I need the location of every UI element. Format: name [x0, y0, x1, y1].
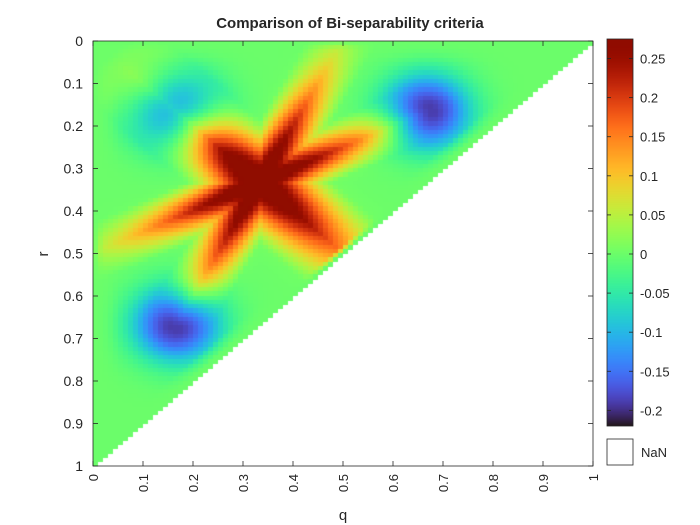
colorbar-tick-label: 0	[640, 247, 647, 262]
colorbar-tick-label: 0.1	[640, 169, 658, 184]
x-tick-label: 1	[586, 474, 601, 481]
x-tick-label: 0.6	[386, 474, 401, 492]
y-tick-label: 0.5	[64, 246, 84, 262]
heatmap-image	[93, 41, 593, 466]
y-tick-label: 0	[75, 33, 83, 49]
y-tick-label: 0.6	[64, 288, 84, 304]
colorbar-tick-label: -0.2	[640, 403, 662, 418]
colorbar-tick-label: 0.25	[640, 52, 665, 67]
colorbar-tick-label: -0.15	[640, 364, 670, 379]
y-axis-label: r	[35, 252, 52, 257]
colorbar-tick-label: 0.05	[640, 208, 665, 223]
x-tick-label: 0.9	[536, 474, 551, 492]
x-tick-label: 0.3	[236, 474, 251, 492]
colorbar-tick-label: -0.05	[640, 286, 670, 301]
chart-title: Comparison of Bi-separability criteria	[216, 15, 484, 32]
x-tick-label: 0	[86, 474, 101, 481]
plot-area-frame	[92, 40, 594, 467]
y-tick-label: 1	[75, 458, 83, 474]
y-axis: 0 0.1 0.2 0.3 0.4 0.5 0.6 0.7 0.8 0.9 1	[64, 33, 593, 474]
nan-legend-box	[606, 438, 634, 466]
x-tick-label: 0.8	[486, 474, 501, 492]
y-tick-label: 0.4	[64, 203, 84, 219]
colorbar-gradient	[607, 39, 633, 426]
x-axis: 0 0.1 0.2 0.3 0.4 0.5 0.6 0.7 0.8 0.9 1	[86, 41, 601, 492]
y-tick-label: 0.2	[64, 118, 84, 134]
colorbar-tick-label: 0.15	[640, 130, 665, 145]
colorbar-tick-label: -0.1	[640, 325, 662, 340]
colorbar-frame	[606, 38, 634, 427]
y-tick-label: 0.7	[64, 331, 84, 347]
y-tick-label: 0.9	[64, 416, 84, 432]
x-tick-label: 0.5	[336, 474, 351, 492]
colorbar-axis: 0.25 0.2 0.15 0.1 0.05 0 -0.05 -0.1 -0.15 -0.2	[607, 52, 670, 418]
nan-legend-label: NaN	[641, 445, 667, 460]
x-tick-label: 0.2	[186, 474, 201, 492]
x-axis-label: q	[339, 507, 347, 524]
y-tick-label: 0.1	[64, 76, 84, 92]
colorbar-tick-label: 0.2	[640, 91, 658, 106]
x-tick-label: 0.7	[436, 474, 451, 492]
x-tick-label: 0.1	[136, 474, 151, 492]
y-tick-label: 0.3	[64, 161, 84, 177]
y-tick-label: 0.8	[64, 373, 84, 389]
x-tick-label: 0.4	[286, 474, 301, 492]
